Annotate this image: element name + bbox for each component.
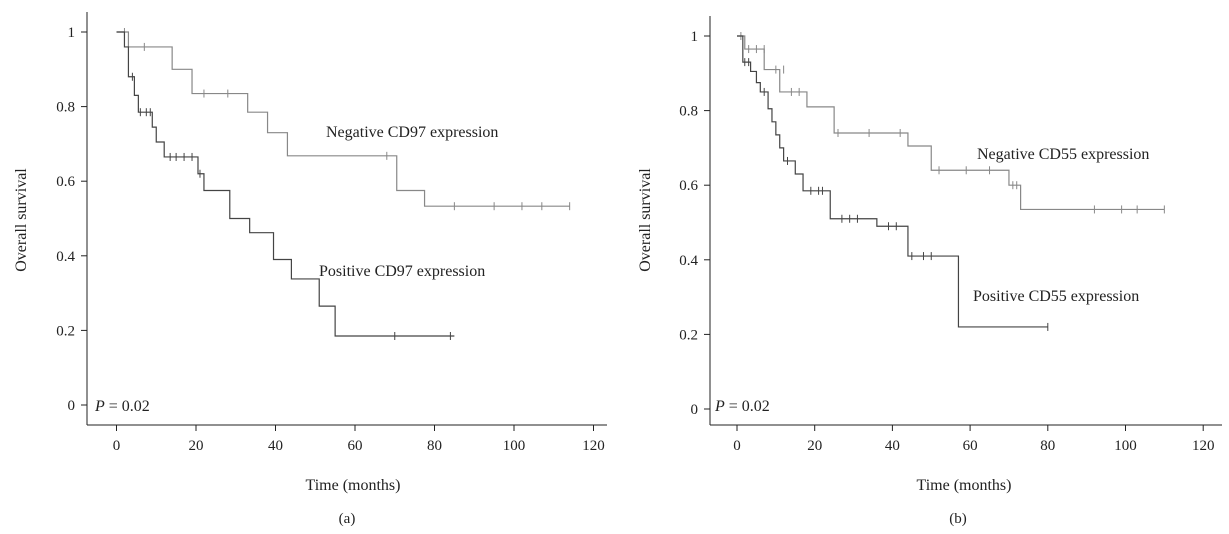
y-tick-label-a: 0.6 <box>56 174 75 190</box>
panel-label-a: (a) <box>339 511 356 527</box>
series-label-negative-cd97: Negative CD97 expression <box>326 124 498 141</box>
km-curve-a-negative <box>116 31 570 207</box>
y-tick-label-a: 0 <box>68 398 76 414</box>
panel-label-b: (b) <box>949 511 967 527</box>
y-tick-label-b: 0.8 <box>679 104 698 120</box>
x-tick-label-a: 20 <box>189 438 204 454</box>
x-tick-label-a: 120 <box>582 438 605 454</box>
km-curve-b-negative <box>737 35 1165 211</box>
y-tick-label-b: 0 <box>691 402 699 418</box>
y-tick-label-a: 0.2 <box>56 323 75 339</box>
y-axis-title-a: Overall survival <box>13 168 30 272</box>
chart-panel-a: 0 0.2 0.4 0.6 0.8 1 0 20 40 60 80 100 120 Overall su… <box>13 12 607 527</box>
p-value-label-b: P = 0.02 <box>714 398 770 415</box>
series-label-positive-cd97: Positive CD97 expression <box>319 263 485 280</box>
p-value-a: = 0.02 <box>109 398 150 415</box>
x-tick-label-b: 20 <box>807 438 822 454</box>
y-tick-label-a: 1 <box>68 25 76 41</box>
series-label-positive-cd55: Positive CD55 expression <box>973 288 1139 305</box>
km-curve-b-positive <box>737 35 1048 328</box>
p-symbol-b: P <box>714 398 725 415</box>
y-tick-label-a: 0.4 <box>56 249 75 265</box>
x-tick-label-a: 40 <box>268 438 283 454</box>
chart-panel-b: 0 0.2 0.4 0.6 0.8 1 0 20 40 60 80 100 120 Overall su… <box>637 16 1222 527</box>
y-tick-label-b: 0.4 <box>679 253 698 269</box>
x-tick-label-b: 60 <box>963 438 978 454</box>
x-tick-label-a: 100 <box>503 438 526 454</box>
p-value-label-a: P = 0.02 <box>94 398 150 415</box>
km-curve-a-positive <box>116 31 455 337</box>
p-symbol-a: P <box>94 398 105 415</box>
p-value-b: = 0.02 <box>729 398 770 415</box>
y-axis-title-b: Overall survival <box>637 168 654 272</box>
x-tick-label-b: 100 <box>1114 438 1137 454</box>
x-tick-label-b: 80 <box>1040 438 1055 454</box>
y-tick-label-b: 0.2 <box>679 327 698 343</box>
plot-area-a: 0 0.2 0.4 0.6 0.8 1 0 20 40 60 80 100 120 <box>56 12 607 454</box>
y-tick-label-a: 0.8 <box>56 100 75 116</box>
series-label-negative-cd55: Negative CD55 expression <box>977 146 1149 163</box>
x-tick-label-b: 120 <box>1192 438 1215 454</box>
x-tick-label-a: 0 <box>113 438 121 454</box>
x-tick-label-a: 60 <box>348 438 363 454</box>
x-axis-title-b: Time (months) <box>917 477 1012 494</box>
x-axis-title-a: Time (months) <box>306 477 401 494</box>
y-tick-label-b: 1 <box>691 29 699 45</box>
y-tick-label-b: 0.6 <box>679 178 698 194</box>
x-tick-label-b: 40 <box>885 438 900 454</box>
x-tick-label-a: 80 <box>427 438 442 454</box>
x-tick-label-b: 0 <box>733 438 741 454</box>
plot-area-b: 0 0.2 0.4 0.6 0.8 1 0 20 40 60 80 100 120 <box>679 16 1222 454</box>
